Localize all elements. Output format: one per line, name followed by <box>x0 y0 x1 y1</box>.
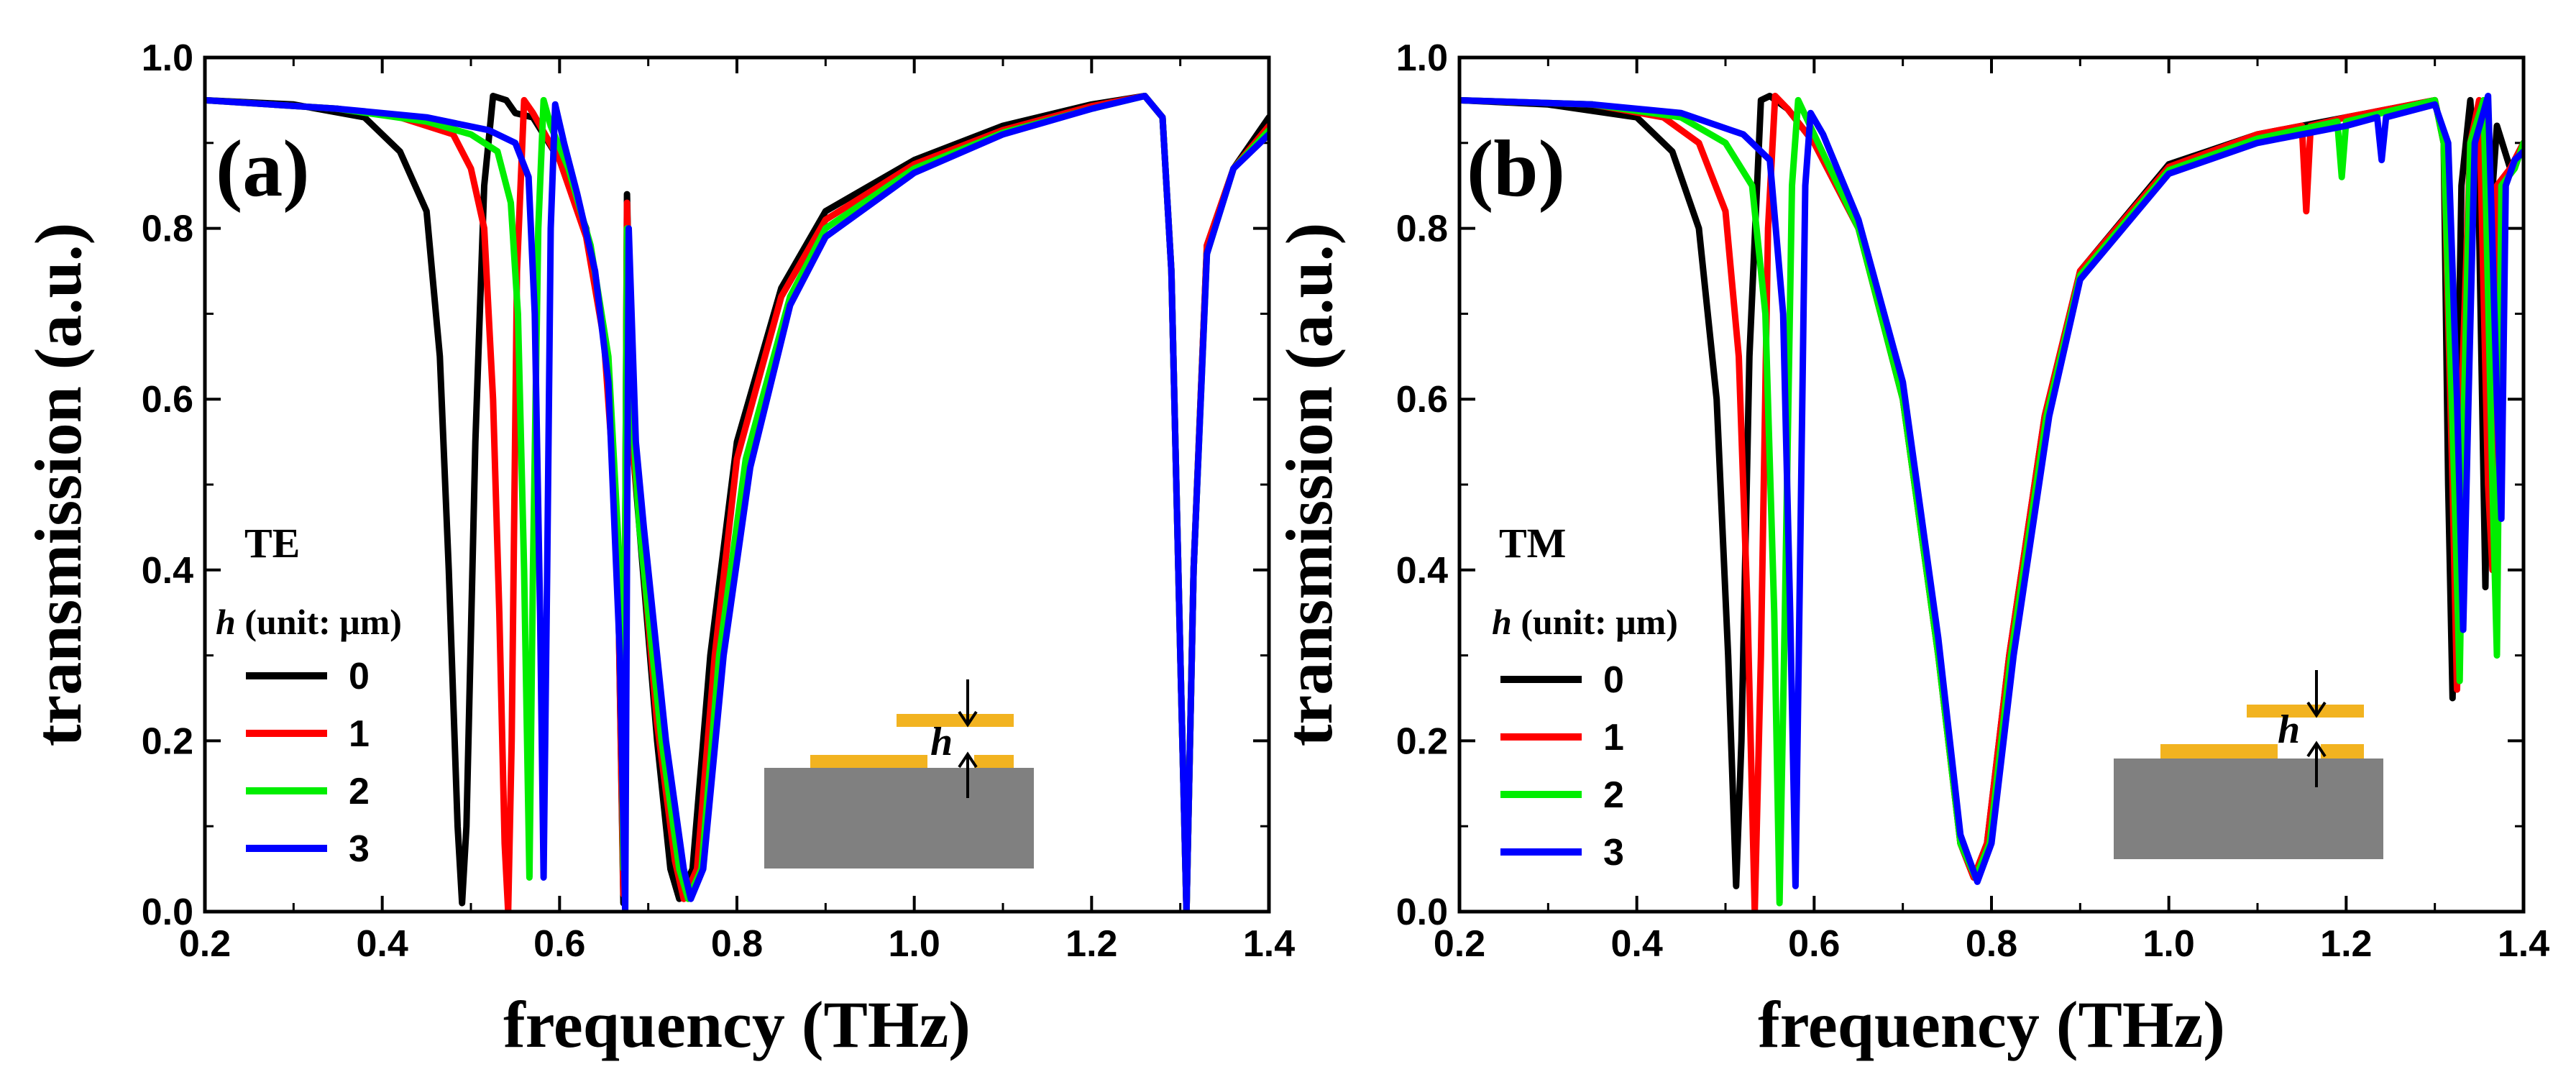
panel-b: 0.2 0.4 0.6 0.8 1.0 1.2 1.40.00.20.40.60.81.0 … <box>1273 37 2549 1061</box>
y-tick-label: 0.6 <box>142 379 193 421</box>
inset-schematic: h <box>764 679 1034 869</box>
inset-bottom-strip <box>810 755 927 768</box>
legend-label-1: 1 <box>349 713 370 755</box>
inset-arrow-down-head <box>2306 701 2327 718</box>
y-axis-title: transmission (a.u.) <box>22 223 95 746</box>
x-tick-label: 0.4 <box>357 923 408 965</box>
y-tick-label: 1.0 <box>142 37 193 79</box>
inset-schematic: h <box>2114 670 2383 859</box>
tick-labels: 0.2 0.4 0.6 0.8 1.0 1.2 1.40.00.20.40.60.81.0 <box>1396 37 2550 965</box>
x-tick-label: 1.0 <box>889 923 940 965</box>
y-tick-label: 0.6 <box>1396 379 1448 421</box>
inset-gap-label: h <box>930 720 953 764</box>
legend-label-2: 2 <box>1603 774 1624 816</box>
inset-substrate <box>764 768 1034 869</box>
panel-label: (b) <box>1467 124 1565 214</box>
legend-title: h (unit: μm) <box>1492 602 1678 642</box>
mode-label: TM <box>1499 520 1566 567</box>
inset-arrow-down-head <box>958 710 978 728</box>
inset-bottom-strip <box>2160 744 2278 759</box>
mode-label: TE <box>244 520 300 567</box>
legend-title: h (unit: μm) <box>216 602 402 642</box>
x-axis-title: frequency (THz) <box>1758 988 2225 1061</box>
y-tick-label: 0.8 <box>1396 208 1448 250</box>
x-tick-label: 1.4 <box>1243 923 1295 965</box>
y-tick-label: 0.2 <box>142 720 193 762</box>
panel-label: (a) <box>216 124 310 214</box>
series-layer <box>205 93 1269 912</box>
x-tick-label: 1.2 <box>1065 923 1117 965</box>
y-tick-label: 0.0 <box>1396 892 1448 933</box>
legend-title-symbol: h <box>216 602 236 642</box>
x-tick-label: 0.6 <box>533 923 585 965</box>
x-tick-label: 1.2 <box>2320 923 2372 965</box>
y-tick-label: 0.4 <box>1396 550 1448 592</box>
legend-title-units: (unit: μm) <box>236 602 402 642</box>
legend-label-3: 3 <box>349 828 370 870</box>
y-tick-label: 0.2 <box>1396 720 1448 762</box>
series-layer <box>1459 93 2524 912</box>
inset-arrow-up-head <box>958 751 978 769</box>
legend-label-0: 0 <box>1603 659 1624 701</box>
inset-substrate <box>2114 759 2383 859</box>
x-axis-title: frequency (THz) <box>503 988 971 1061</box>
legend: 0 1 2 3 <box>1500 659 1624 874</box>
x-tick-label: 0.2 <box>179 923 231 965</box>
x-tick-label: 0.6 <box>1788 923 1840 965</box>
x-tick-label: 1.0 <box>2143 923 2195 965</box>
legend: 0 1 2 3 <box>246 656 370 870</box>
inset-arrow-up-head <box>2306 741 2327 758</box>
panel-a: 0.2 0.4 0.6 0.8 1.0 1.2 1.40.00.20.40.60.81.0 … <box>22 37 1295 1061</box>
legend-label-3: 3 <box>1603 832 1624 874</box>
y-tick-label: 0.8 <box>142 208 193 250</box>
plot-frame <box>203 55 1271 914</box>
legend-title-symbol: h <box>1492 602 1512 642</box>
inset-top-strip <box>897 714 1014 727</box>
y-tick-label: 0.0 <box>142 892 193 933</box>
x-tick-label: 1.4 <box>2498 923 2549 965</box>
x-tick-label: 0.4 <box>1611 923 1663 965</box>
series-line-3 <box>1459 93 2524 889</box>
legend-label-1: 1 <box>1603 717 1624 759</box>
legend-label-2: 2 <box>349 771 370 812</box>
inset-bottom-strip-right <box>2321 744 2364 759</box>
tick-labels: 0.2 0.4 0.6 0.8 1.0 1.2 1.40.00.20.40.60.81.0 <box>142 37 1296 965</box>
inset-gap-label: h <box>2278 707 2300 752</box>
plot-frame <box>1457 55 2526 914</box>
inset-top-strip <box>2247 705 2364 718</box>
x-tick-label: 0.2 <box>1434 923 1485 965</box>
legend-label-0: 0 <box>349 656 370 697</box>
y-tick-label: 1.0 <box>1396 37 1448 79</box>
legend-title-units: (unit: μm) <box>1512 602 1678 642</box>
y-axis-title: transmission (a.u.) <box>1273 223 1346 746</box>
series-line-3 <box>205 93 1269 912</box>
inset-bottom-strip-right <box>974 755 1014 768</box>
x-tick-label: 0.8 <box>1966 923 2017 965</box>
y-tick-label: 0.4 <box>142 550 193 592</box>
x-tick-label: 0.8 <box>711 923 763 965</box>
